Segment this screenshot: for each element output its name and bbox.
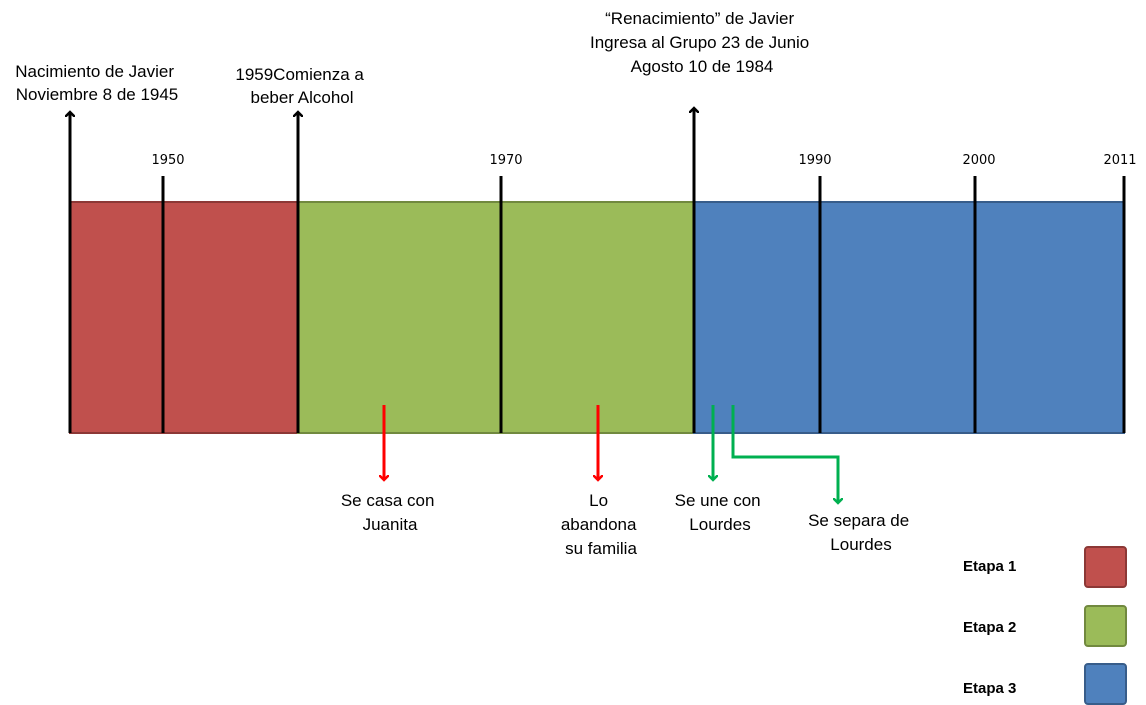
legend-label-stage-3: Etapa 3 — [963, 680, 1016, 697]
year-label-2000: 2000 — [962, 153, 995, 168]
event-label-rebirth: “Renacimiento” de Javier Ingresa al Grup… — [590, 9, 814, 76]
event-label-joins-lourdes: Se une con Lourdes — [675, 491, 766, 534]
stage-1-block — [70, 202, 298, 433]
legend: Etapa 1 Etapa 2 Etapa 3 — [963, 547, 1126, 704]
year-label-1970: 1970 — [489, 153, 522, 168]
year-label-2011: 2011 — [1103, 153, 1136, 168]
stage-3-block — [694, 202, 1124, 433]
year-label-1990: 1990 — [798, 153, 831, 168]
legend-swatch-stage-2 — [1085, 606, 1126, 646]
event-label-marriage: Se casa con Juanita — [341, 491, 439, 534]
legend-swatch-stage-3 — [1085, 664, 1126, 704]
year-label-1950: 1950 — [151, 153, 184, 168]
event-label-separates-lourdes: Se separa de Lourdes — [808, 511, 914, 554]
event-label-birth: Nacimiento de Javier Noviembre 8 de 1945 — [15, 62, 178, 104]
legend-label-stage-2: Etapa 2 — [963, 619, 1016, 636]
event-label-abandon: Lo abandona su familia — [561, 491, 641, 558]
stage-2-block — [298, 202, 694, 433]
legend-label-stage-1: Etapa 1 — [963, 558, 1016, 575]
legend-swatch-stage-1 — [1085, 547, 1126, 587]
event-label-alcohol: 1959Comienza a beber Alcohol — [235, 65, 368, 107]
